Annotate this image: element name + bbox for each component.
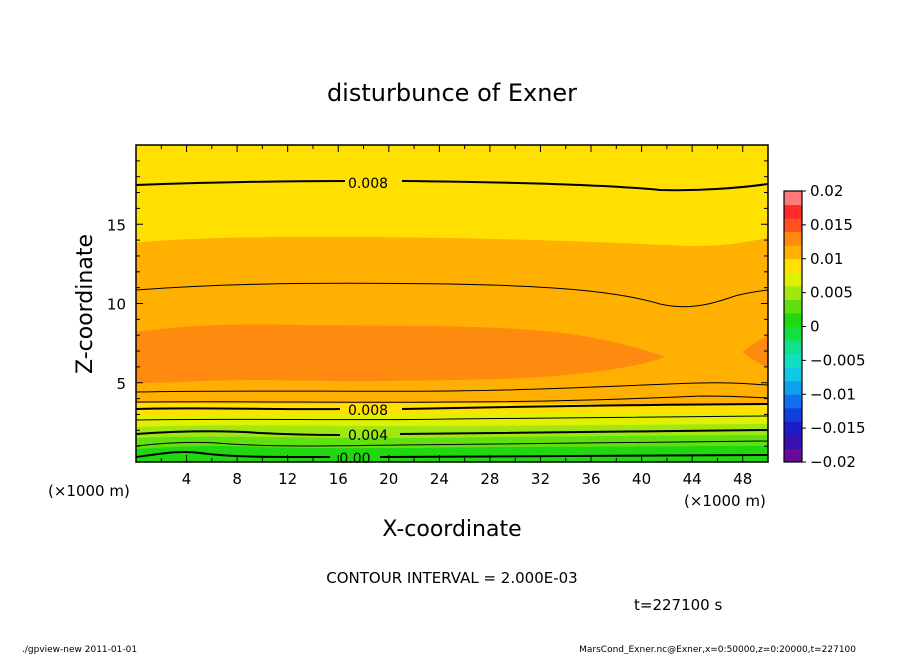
- colorbar-tick-label: 0.005: [810, 284, 853, 302]
- x-axis-unit: (×1000 m): [684, 492, 766, 510]
- band-green: [136, 445, 768, 462]
- x-tick-label: 12: [278, 470, 297, 488]
- footer-right: MarsCond_Exner.nc@Exner,x=0:50000,z=0:20…: [579, 645, 856, 654]
- colorbar-tick-label: 0.02: [810, 182, 843, 200]
- x-tick-label: 44: [683, 470, 702, 488]
- colorbar-swatch: [784, 353, 802, 368]
- x-tick-label: 36: [581, 470, 600, 488]
- y-tick-label: 10: [107, 296, 126, 314]
- x-tick-label: 24: [430, 470, 449, 488]
- y-axis-unit: (×1000 m): [48, 482, 130, 500]
- x-tick-label: 16: [329, 470, 348, 488]
- colorbar-swatch: [784, 204, 802, 219]
- contour-line-006: [136, 415, 768, 421]
- colorbar-swatch: [784, 367, 802, 382]
- colorbar-swatch: [784, 299, 802, 314]
- contour-lines: [136, 180, 768, 458]
- colorbar-swatch: [784, 434, 802, 449]
- x-tick-label: 8: [232, 470, 242, 488]
- y-tick-label: 15: [107, 216, 126, 234]
- contour-interval-note: CONTOUR INTERVAL = 2.000E-03: [326, 569, 577, 587]
- contour-label: 0.00: [339, 451, 370, 467]
- colorbar-tick-label: −0.01: [810, 385, 856, 403]
- colorbar-tick-label: −0.02: [810, 453, 856, 471]
- colorbar-swatch: [784, 421, 802, 436]
- y-axis-label: Z-coordinate: [73, 234, 98, 374]
- colorbar-tick-label: 0.015: [810, 216, 853, 234]
- colorbar-swatch: [784, 218, 802, 233]
- contour-label: 0.004: [348, 428, 388, 444]
- contour-line-004: [136, 429, 768, 436]
- chart-title: disturbunce of Exner: [327, 79, 577, 107]
- x-tick-label: 48: [733, 470, 752, 488]
- contour-label: 0.008: [348, 176, 388, 192]
- x-tick-label: 20: [379, 470, 398, 488]
- colorbar-swatch: [784, 191, 802, 206]
- contour-line-012-lower: [136, 382, 768, 393]
- colorbar: 0.02 0.015 0.01 0.005 0 −0.005 −0.01 −0.015 −0.0…: [783, 182, 866, 471]
- x-tick-label: 4: [182, 470, 192, 488]
- y-tick-label: 5: [116, 375, 126, 393]
- colorbar-swatch: [784, 272, 802, 287]
- x-tick-label: 28: [480, 470, 499, 488]
- x-tick-label: 40: [632, 470, 651, 488]
- colorbar-swatch: [784, 231, 802, 246]
- x-axis-label: X-coordinate: [382, 517, 521, 542]
- footer-left: ./gpview-new 2011-01-01: [22, 645, 137, 654]
- colorbar-swatch: [784, 285, 802, 300]
- colorbar-swatch: [784, 407, 802, 422]
- contour-line-lower-008: [136, 403, 768, 411]
- colorbar-swatch: [784, 380, 802, 395]
- contour-line-002: [136, 440, 768, 447]
- y-axis: 5 10 15: [107, 160, 768, 447]
- colorbar-tick-label: 0: [810, 318, 820, 336]
- colorbar-tick-label: 0.01: [810, 250, 843, 268]
- contour-line-000: [136, 450, 768, 458]
- band-dark-orange-right: [742, 335, 768, 368]
- contour-line-upper-008: [136, 180, 768, 192]
- colorbar-swatch: [784, 326, 802, 341]
- colorbar-swatch: [784, 394, 802, 409]
- band-dark-orange: [136, 324, 665, 383]
- x-axis: 4 8 12 16 20 24 28 32 36 40 44 48: [160, 145, 752, 488]
- colorbar-swatch: [784, 340, 802, 355]
- colorbar-swatch: [784, 312, 802, 327]
- contour-fill: [136, 145, 768, 462]
- colorbar-tick-label: −0.015: [810, 419, 866, 437]
- x-tick-label: 32: [531, 470, 550, 488]
- contour-line-upper-010: [136, 282, 768, 308]
- contour-line-010-lower: [136, 395, 768, 403]
- time-label: t=227100 s: [634, 596, 722, 614]
- colorbar-swatch: [784, 448, 802, 463]
- colorbar-tick-label: −0.005: [810, 351, 866, 369]
- contour-label: 0.008: [348, 403, 388, 419]
- colorbar-swatch: [784, 245, 802, 260]
- colorbar-swatch: [784, 258, 802, 273]
